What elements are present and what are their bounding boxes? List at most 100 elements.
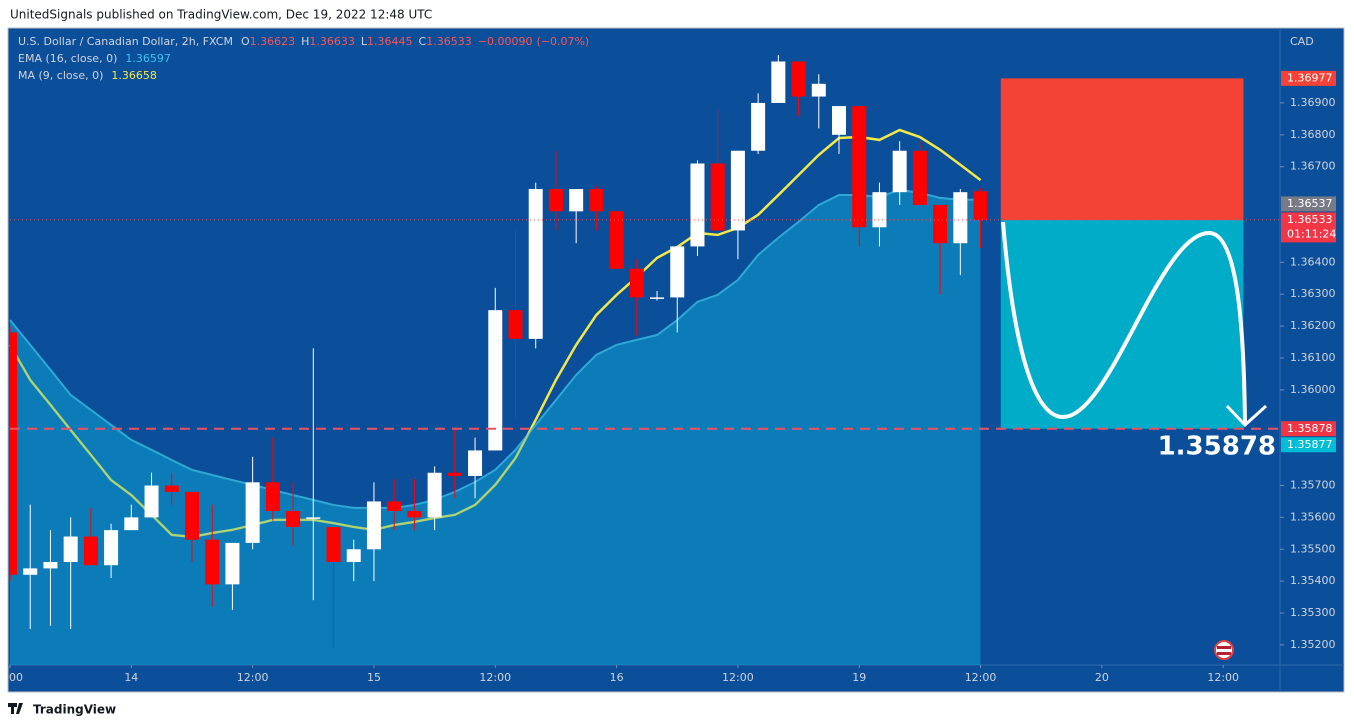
ohlc-value: 1.36623 <box>250 35 296 48</box>
candle-body <box>164 485 179 492</box>
candle-body <box>528 189 543 339</box>
candle-body <box>852 106 867 228</box>
y-tick-label: 1.35500 <box>1290 542 1336 555</box>
candle-body <box>508 310 523 339</box>
x-tick-label: 15 <box>367 671 381 684</box>
projection-curve <box>1001 221 1247 425</box>
ohlc-value: 1.36633 <box>309 35 355 48</box>
flag-stripe <box>1217 646 1231 649</box>
price-badge <box>1281 196 1336 212</box>
arrow-head <box>1225 404 1268 428</box>
x-tick-label: 12:00 <box>479 671 511 684</box>
price-badge <box>1281 70 1336 86</box>
y-tick-label: 1.36400 <box>1290 255 1336 268</box>
candle-body <box>387 501 402 512</box>
candle-body <box>23 568 38 575</box>
indicator-name: MA (9, close, 0) <box>18 69 103 82</box>
candle-body <box>690 163 705 247</box>
price-badge-label: 1.35877 <box>1287 438 1333 451</box>
change-pct: (−0.07%) <box>536 35 589 48</box>
x-tick-label: 19 <box>852 671 866 684</box>
tv-logo <box>8 703 23 714</box>
candle-body <box>83 536 98 566</box>
stop-zone <box>1000 78 1244 220</box>
y-tick-label: 1.35400 <box>1290 574 1336 587</box>
candle-body <box>407 511 422 518</box>
x-tick-label: 12:00 <box>237 671 269 684</box>
candle-body <box>670 246 685 298</box>
candle-body <box>43 562 58 569</box>
candle-body <box>872 192 887 228</box>
y-tick-label: 1.36700 <box>1290 160 1336 173</box>
x-tick-label: 12:00 <box>965 671 997 684</box>
candle-body <box>447 472 462 476</box>
y-tick-label: 1.35700 <box>1290 479 1336 492</box>
plot <box>8 55 988 665</box>
x-tick-label: 12:00 <box>1207 671 1239 684</box>
price-badge <box>1281 437 1336 453</box>
y-tick-label: 1.35600 <box>1290 510 1336 523</box>
indicator-value: 1.36658 <box>111 69 157 82</box>
flag-stripe <box>1217 652 1231 655</box>
y-tick-label: 1.36300 <box>1290 287 1336 300</box>
indicator-name: EMA (16, close, 0) <box>18 52 117 65</box>
symbol-legend: U.S. Dollar / Canadian Dollar, 2h, FXCM O… <box>18 35 589 48</box>
candle-body <box>245 482 260 543</box>
y-tick-label: 1.36100 <box>1290 351 1336 364</box>
candle-body <box>730 150 745 231</box>
publish-info: UnitedSignals published on TradingView.c… <box>10 8 432 22</box>
x-tick-label: 00 <box>9 671 23 684</box>
symbol: U.S. Dollar / Canadian Dollar, 2h, FXCM <box>18 35 233 48</box>
countdown-label: 01:11:24 <box>1287 227 1336 240</box>
candle-body <box>184 491 199 540</box>
ema-line <box>9 188 981 509</box>
position-tool: 1.35878 <box>10 78 1280 461</box>
price-badge <box>1281 212 1336 243</box>
ohlc-value: 1.36533 <box>426 35 472 48</box>
candle-body <box>973 191 988 220</box>
x-tick-label: 20 <box>1095 671 1109 684</box>
flag-icon <box>1214 640 1234 660</box>
x-tick-label: 14 <box>124 671 138 684</box>
footer-brand: TradingView <box>33 703 116 717</box>
candle-body <box>366 501 381 550</box>
candle-body <box>650 297 665 299</box>
candle-body <box>63 536 78 563</box>
price-badge-label: 1.36533 <box>1287 213 1333 226</box>
candle-body <box>751 102 766 151</box>
candle-body <box>771 61 786 103</box>
target-label: 1.35878 <box>1158 431 1276 461</box>
candle-body <box>609 211 624 269</box>
candle-body <box>953 192 968 244</box>
y-tick-label: 1.36000 <box>1290 383 1336 396</box>
candle-body <box>205 539 220 585</box>
candle-body <box>548 189 563 212</box>
ohlc-key: O <box>241 35 250 48</box>
price-badge-label: 1.36537 <box>1287 197 1333 210</box>
y-tick-label: 1.36200 <box>1290 319 1336 332</box>
x-tick-label: 16 <box>610 671 624 684</box>
target-zone <box>1000 219 1244 429</box>
candle-body <box>569 189 584 212</box>
candle-body <box>832 106 847 135</box>
candle-body <box>791 61 806 97</box>
candle-body <box>124 517 139 531</box>
candle-body <box>225 542 240 585</box>
indicator-value: 1.36597 <box>125 52 171 65</box>
candle-body <box>629 268 644 298</box>
y-tick-label: 1.35200 <box>1290 638 1336 651</box>
candle-body <box>811 83 826 97</box>
candle-body <box>10 332 17 575</box>
candle-body <box>488 310 503 451</box>
price-badge-label: 1.35878 <box>1287 422 1333 435</box>
candle-body <box>144 485 159 518</box>
y-tick-label: 1.36900 <box>1290 96 1336 109</box>
candle-body <box>589 189 604 212</box>
y-tick-label: 1.35300 <box>1290 606 1336 619</box>
ohlc-key: L <box>361 35 368 48</box>
currency-label: CAD <box>1290 35 1314 48</box>
x-tick-label: 12:00 <box>722 671 754 684</box>
candle-body <box>933 204 948 244</box>
candle-body <box>286 511 301 527</box>
